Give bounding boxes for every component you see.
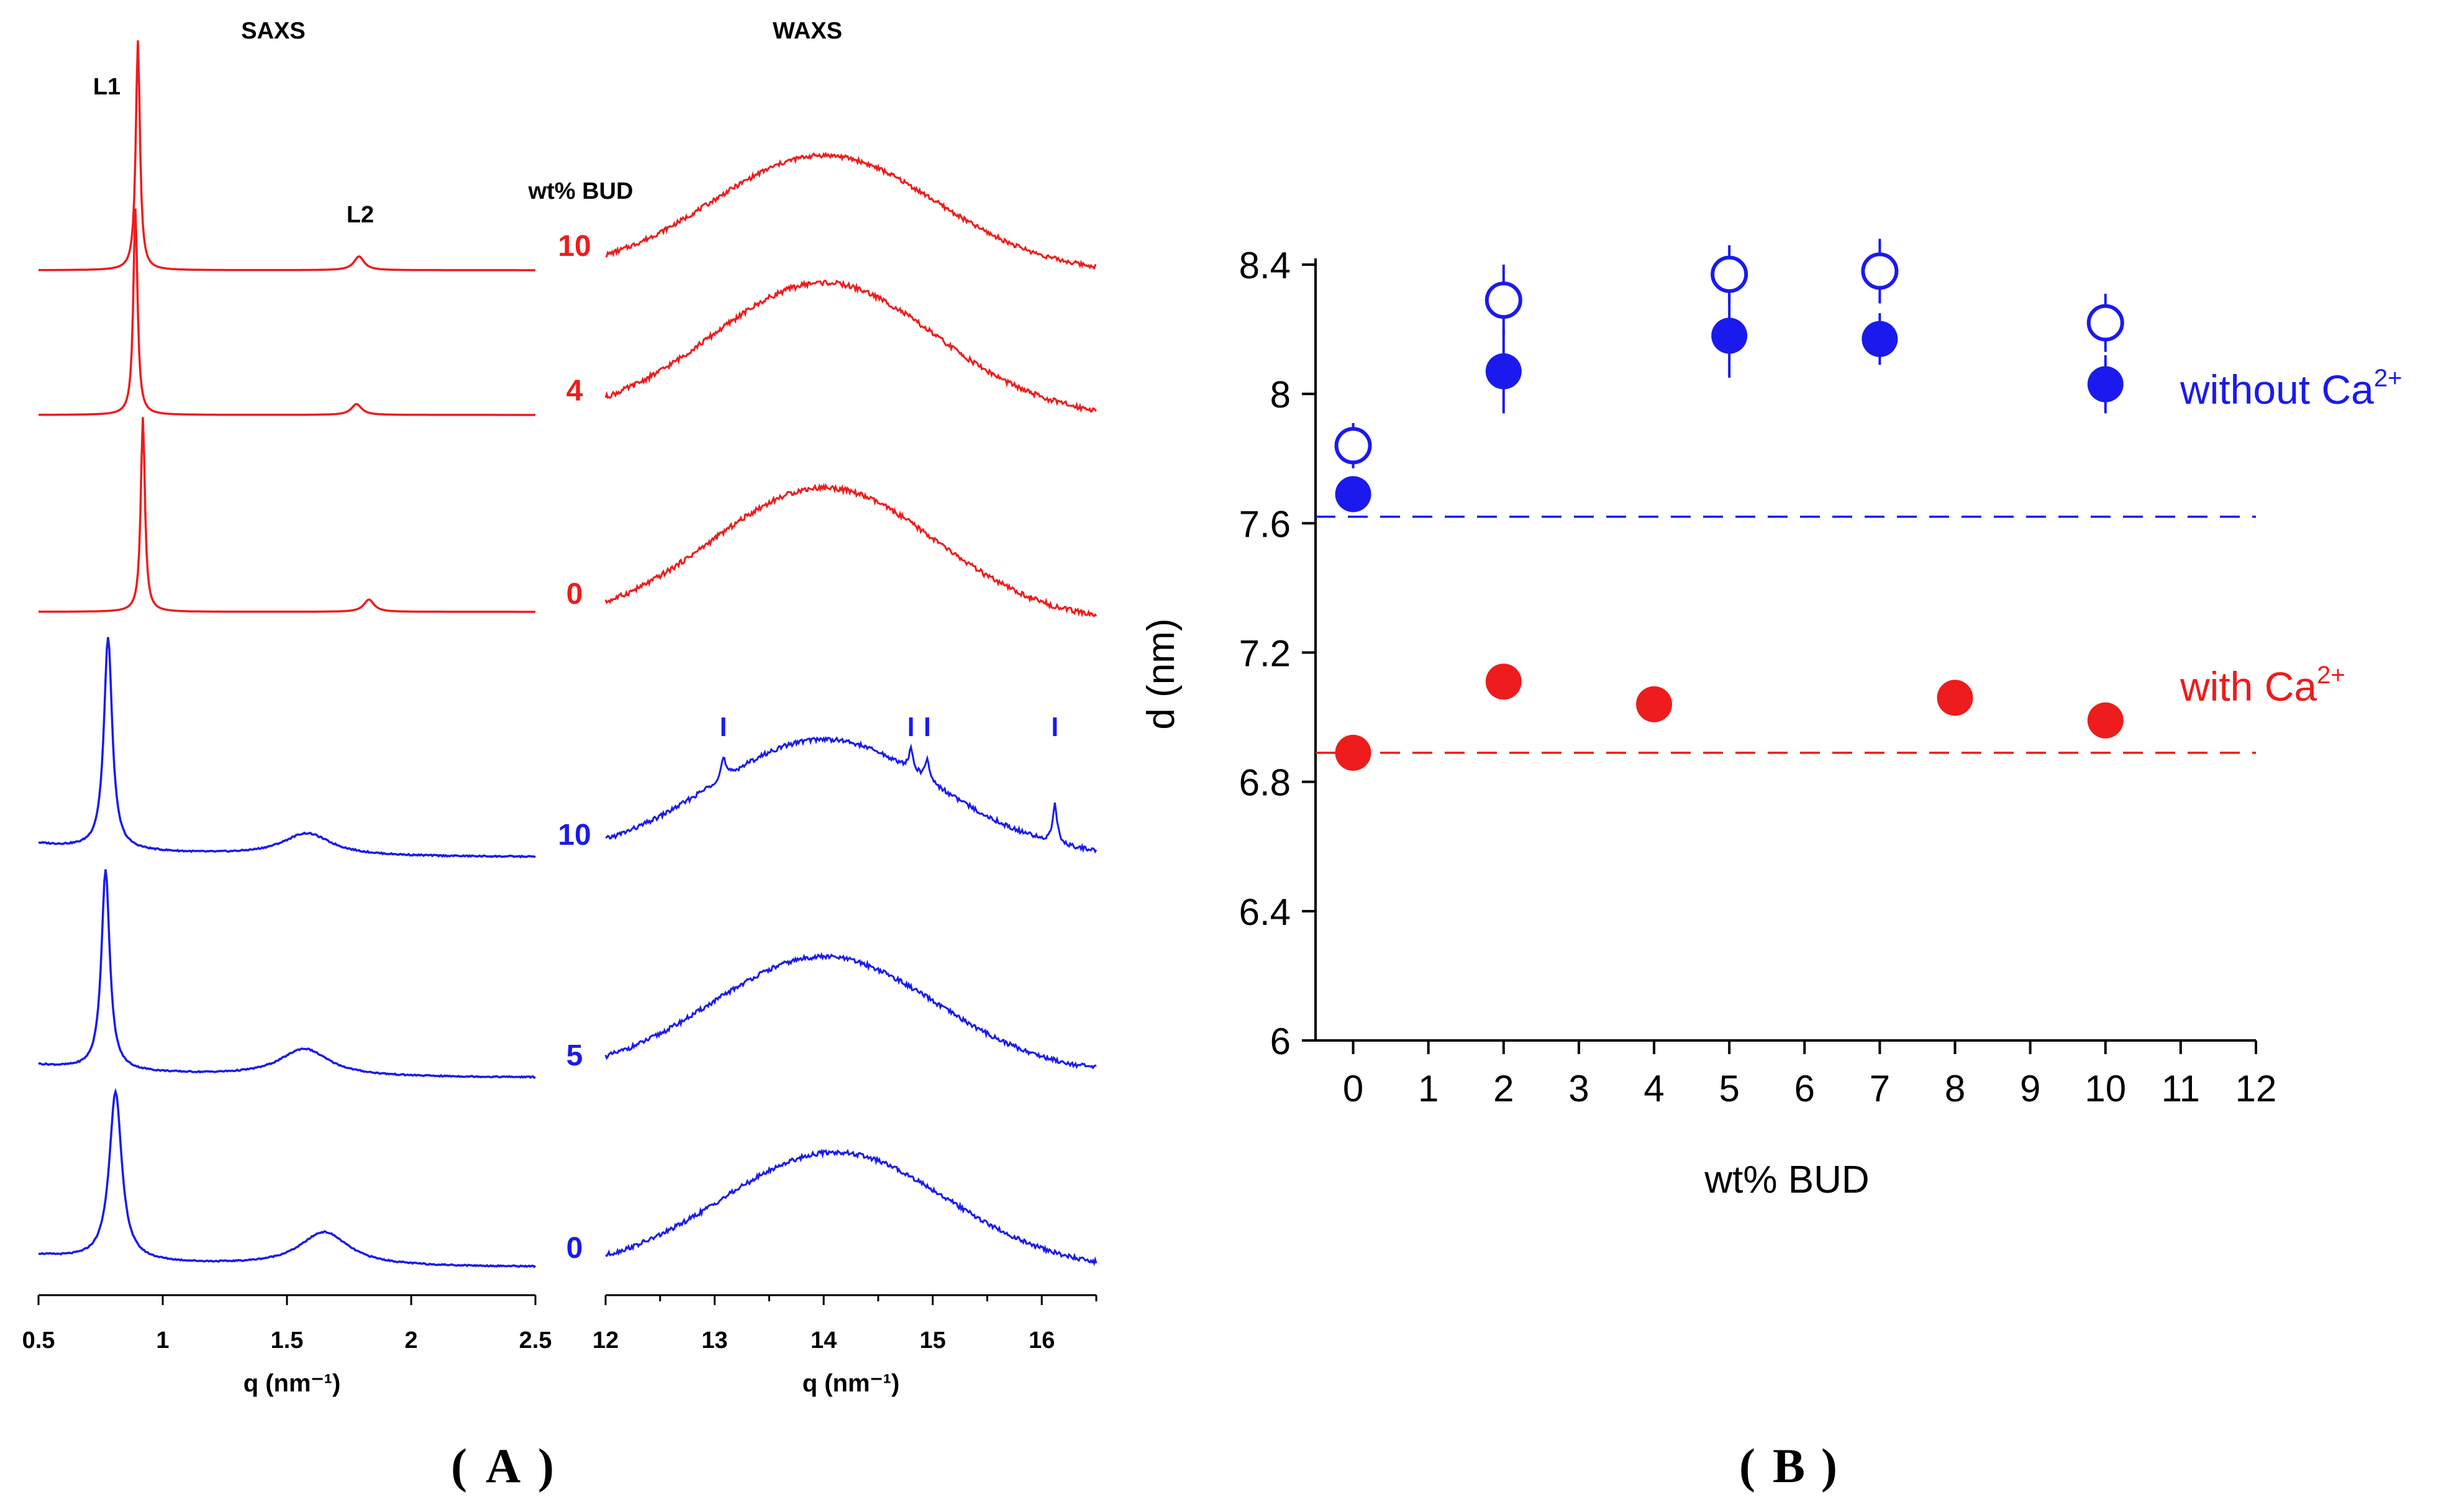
filled-point-blue xyxy=(2087,366,2124,403)
saxs-tick-label: 0.5 xyxy=(22,1327,55,1354)
waxs-tick-label: 16 xyxy=(1029,1327,1055,1354)
scatter-points xyxy=(1316,239,2256,771)
waxs-tick-label: 13 xyxy=(701,1327,727,1354)
saxs-tick-label: 2 xyxy=(404,1327,417,1354)
scatter-y-tick-label: 6.4 xyxy=(1239,891,1291,933)
filled-point-red xyxy=(1937,680,1973,716)
scatter-x-tick-label: 5 xyxy=(1719,1068,1739,1109)
scatter-x-tick-label: 9 xyxy=(2020,1068,2040,1109)
saxs-x-axis: 0.5 1 1.5 2 2.5 xyxy=(22,1294,552,1354)
saxs-tick-label: 2.5 xyxy=(519,1327,552,1354)
waxs-curve-red-10 xyxy=(605,152,1097,270)
panel-a-label-close: ) xyxy=(538,1439,554,1493)
open-point-blue xyxy=(1334,427,1372,465)
saxs-curve-red-4 xyxy=(39,208,535,416)
waxs-tick-label: 15 xyxy=(920,1327,946,1354)
scatter-y-tick-label: 7.6 xyxy=(1239,503,1291,545)
scatter-y-axis-title: d (nm) xyxy=(1140,618,1183,729)
legend-without-ca-sup: 2+ xyxy=(2374,365,2403,392)
filled-point-red xyxy=(1335,734,1371,771)
scatter-y-tick-label: 8 xyxy=(1270,374,1291,416)
scatter-x-axis-title: wt% BUD xyxy=(1704,1158,1869,1201)
waxs-curve-red-4 xyxy=(604,280,1098,413)
waxs-curve-red-0 xyxy=(604,483,1098,618)
waxs-x-axis: 12 13 14 15 16 xyxy=(593,1294,1098,1354)
scatter-x-tick-label: 10 xyxy=(2084,1068,2126,1109)
scatter-x-tick-label: 8 xyxy=(1945,1068,1965,1109)
scatter-x-tick-label: 7 xyxy=(1870,1068,1890,1109)
waxs-curve-blue-5 xyxy=(604,952,1097,1070)
legend-with-ca-sup: 2+ xyxy=(2317,662,2345,689)
series-labels: 10 4 0 10 5 0 xyxy=(558,230,591,1265)
peak-label-l2: L2 xyxy=(347,202,374,228)
open-point-blue xyxy=(1711,255,1748,293)
scatter-y-tick-label: 6.8 xyxy=(1239,762,1291,804)
scatter-x-tick-label: 0 xyxy=(1343,1068,1363,1109)
open-point-blue xyxy=(1484,281,1522,319)
open-point-blue xyxy=(1861,252,1899,290)
scatter-x-tick-label: 3 xyxy=(1568,1068,1589,1109)
saxs-x-axis-title: q (nm⁻¹) xyxy=(243,1370,341,1397)
scatter-x-tick-label: 11 xyxy=(2162,1068,2200,1109)
filled-point-red xyxy=(1485,663,1522,700)
scatter-x-tick-label: 6 xyxy=(1794,1068,1815,1109)
waxs-curve-blue-10 xyxy=(605,735,1098,854)
filled-point-blue xyxy=(1711,317,1748,354)
scatter-y-tick-label: 7.2 xyxy=(1239,633,1291,675)
legend-with-ca-text: with Ca xyxy=(2180,663,2317,709)
saxs-tick-label: 1 xyxy=(156,1327,169,1354)
series-label-blue-5: 5 xyxy=(566,1039,583,1072)
panel-a-label: A xyxy=(486,1439,521,1493)
waxs-tick-label: 12 xyxy=(593,1327,619,1354)
saxs-panel: SAXS L1 L2 wt% BUD 0.5 1 1.5 2 2.5 q (nm⁻¹) xyxy=(22,18,634,1397)
series-label-red-0: 0 xyxy=(566,578,583,611)
waxs-curve-blue-0 xyxy=(605,1149,1098,1267)
filled-point-red xyxy=(2087,702,2124,739)
scatter-x-tick-label: 2 xyxy=(1493,1068,1514,1109)
scatter-x-tick-label: 12 xyxy=(2235,1068,2277,1109)
scatter-y-tick-label: 8.4 xyxy=(1239,245,1291,286)
panel-b-label-close: ) xyxy=(1821,1439,1837,1493)
filled-point-red xyxy=(1636,686,1673,722)
panel-b-label: B xyxy=(1773,1439,1805,1493)
saxs-tick-label: 1.5 xyxy=(271,1327,304,1354)
scatter-y-tick-label: 6 xyxy=(1270,1021,1291,1062)
saxs-curve-blue-10 xyxy=(38,637,536,859)
scatter-x-tick-label: 4 xyxy=(1643,1068,1664,1109)
series-label-red-4: 4 xyxy=(566,375,583,407)
series-label-red-10: 10 xyxy=(558,230,591,263)
waxs-title: WAXS xyxy=(773,18,842,44)
saxs-curve-red-0 xyxy=(39,417,535,613)
waxs-curves xyxy=(604,152,1098,1267)
open-point-blue xyxy=(2086,304,2124,342)
saxs-title: SAXS xyxy=(241,18,305,44)
panel-a-label-open: ( xyxy=(451,1439,467,1493)
waxs-tick-label: 14 xyxy=(811,1327,837,1354)
filled-point-blue xyxy=(1485,353,1522,389)
panel-b-label-open: ( xyxy=(1739,1439,1755,1493)
saxs-curve-blue-5 xyxy=(38,869,536,1079)
legend-without-ca-text: without Ca xyxy=(2180,366,2374,412)
legend-without-ca: without Ca2+ xyxy=(2180,365,2402,412)
waxs-panel: WAXS 12 13 14 15 16 q (nm⁻¹) xyxy=(593,18,1098,1397)
saxs-curve-blue-0 xyxy=(39,1088,537,1268)
scatter-x-tick-label: 1 xyxy=(1418,1068,1439,1109)
waxs-crystal-markers xyxy=(721,717,1057,736)
filled-point-blue xyxy=(1862,321,1898,357)
waxs-x-axis-title: q (nm⁻¹) xyxy=(802,1370,900,1397)
saxs-curve-red-10 xyxy=(39,40,535,271)
stack-label-wt-bud: wt% BUD xyxy=(528,178,634,204)
filled-point-blue xyxy=(1335,476,1371,512)
legend-with-ca: with Ca2+ xyxy=(2180,662,2345,709)
peak-label-l1: L1 xyxy=(93,74,120,100)
series-label-blue-10: 10 xyxy=(558,819,591,852)
saxs-curves xyxy=(38,40,537,1268)
series-label-blue-0: 0 xyxy=(566,1232,583,1265)
